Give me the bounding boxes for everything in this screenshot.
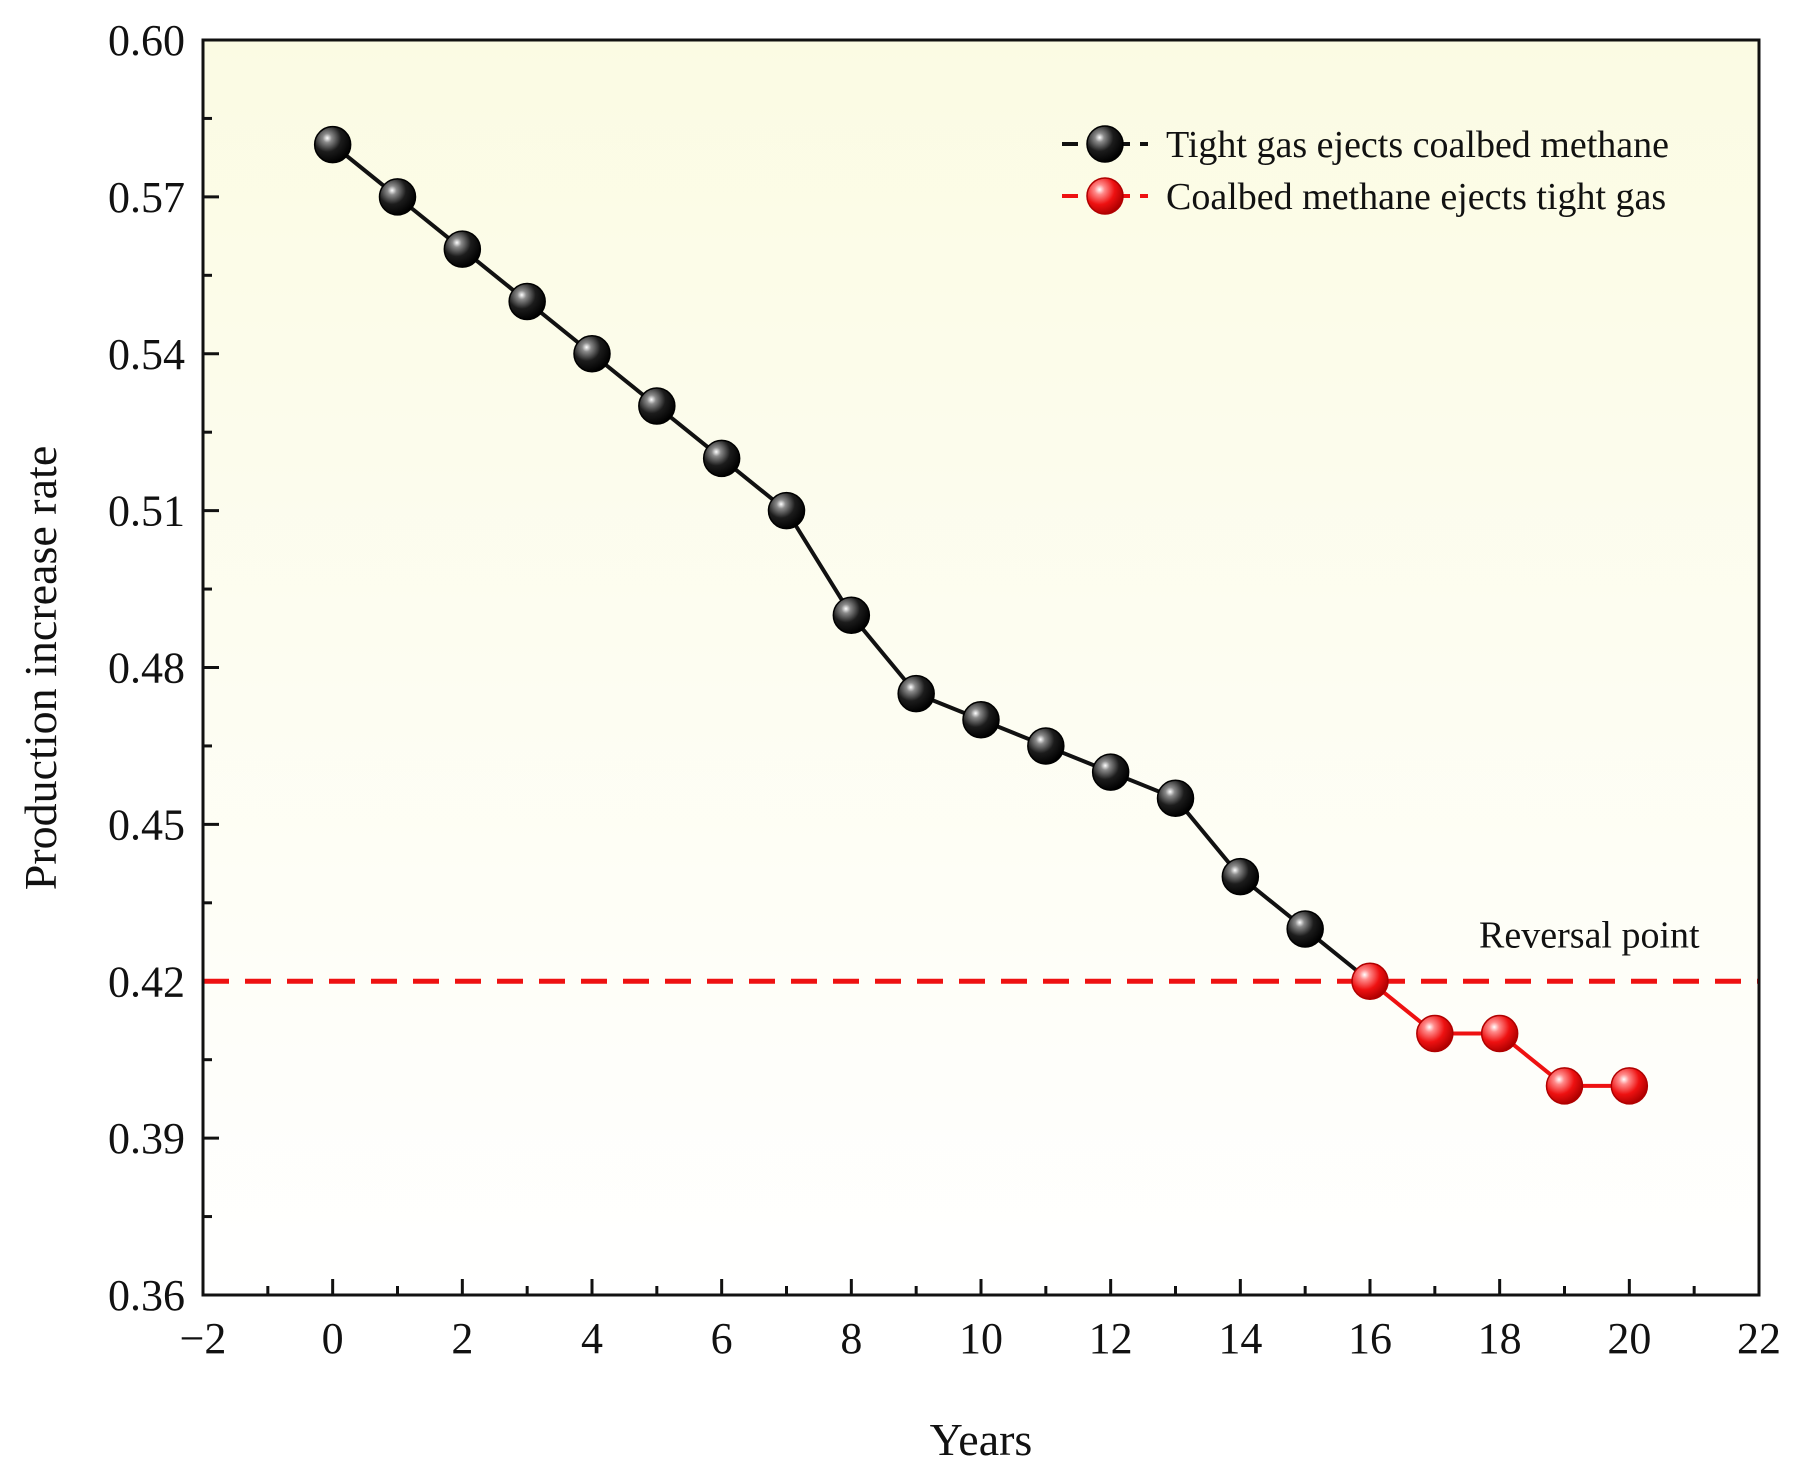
y-axis-tick-labels: 0.36 0.39 0.42 0.45 0.48 0.51 0.54 0.57 0.60 (108, 16, 185, 1320)
y-tick-label: 0.60 (108, 16, 185, 65)
series-1-point (767, 491, 806, 530)
series-2-point (1480, 1014, 1519, 1053)
legend-swatch-marker-1 (1086, 125, 1124, 163)
legend-label-1: Tight gas ejects coalbed methane (1166, 124, 1669, 166)
series-1-point (443, 230, 482, 268)
x-tick-label: 0 (322, 1314, 344, 1363)
series-2-point (1351, 962, 1389, 1000)
series-1-point (832, 596, 871, 634)
y-tick-label: 0.42 (108, 957, 185, 1006)
series-1-point (573, 335, 611, 373)
x-tick-label: 20 (1607, 1314, 1651, 1363)
x-axis-title: Years (930, 1414, 1033, 1465)
series-2-point (1610, 1067, 1649, 1105)
x-tick-label: 14 (1218, 1314, 1262, 1363)
x-tick-label: −2 (180, 1314, 227, 1363)
legend-entry-2: Coalbed methane ejects tight gas (1062, 176, 1666, 218)
x-tick-label: 12 (1089, 1314, 1133, 1363)
series-layer (313, 125, 1649, 1105)
series-1-point (1091, 753, 1130, 791)
x-tick-label: 8 (840, 1314, 862, 1363)
plot-frame (201, 38, 1761, 1297)
x-tick-label: 6 (711, 1314, 733, 1363)
series-1-point (1027, 727, 1065, 765)
series-1-point (897, 674, 935, 713)
x-tick-label: 16 (1348, 1314, 1392, 1363)
x-tick-label: 4 (581, 1314, 603, 1363)
y-tick-label: 0.36 (108, 1271, 185, 1320)
y-tick-label: 0.51 (108, 487, 185, 536)
legend-swatch-marker-2 (1086, 177, 1124, 215)
y-tick-label: 0.57 (108, 173, 185, 222)
series-1-point (313, 125, 352, 164)
series-1-point (1221, 857, 1260, 896)
series-1-point (508, 282, 546, 321)
legend: Tight gas ejects coalbed methane Coalbed… (1062, 124, 1669, 218)
legend-entry-1: Tight gas ejects coalbed methane (1062, 124, 1669, 166)
y-tick-label: 0.45 (108, 800, 185, 849)
y-tick-label: 0.54 (108, 330, 185, 379)
y-tick-label: 0.48 (108, 644, 185, 693)
x-axis-tick-labels: −2 0 2 4 6 8 10 12 14 16 18 20 22 (180, 1314, 1781, 1363)
y-tick-label: 0.39 (108, 1114, 185, 1163)
y-axis-title: Production increase rate (15, 446, 66, 890)
series-2-point (1416, 1014, 1454, 1053)
x-tick-label: 10 (959, 1314, 1003, 1363)
x-tick-label: 18 (1478, 1314, 1522, 1363)
x-tick-label: 22 (1737, 1314, 1781, 1363)
reversal-point-annotation: Reversal point (1479, 914, 1700, 956)
series-1-point (1286, 910, 1324, 948)
series-1-point (962, 701, 1000, 739)
series-1-point (638, 387, 676, 425)
legend-label-2: Coalbed methane ejects tight gas (1166, 176, 1666, 218)
series-1-point (702, 439, 741, 478)
x-tick-label: 2 (451, 1314, 473, 1363)
series-2-point (1545, 1067, 1584, 1105)
series-1-point (1156, 779, 1195, 817)
series-1-point (378, 178, 417, 216)
